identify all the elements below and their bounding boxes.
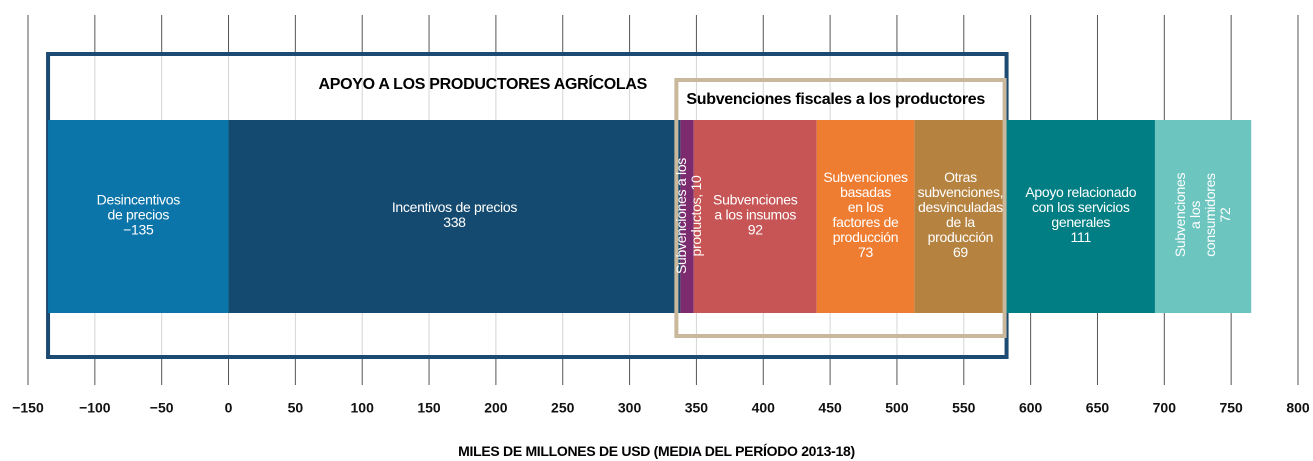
- x-tick-label: 700: [1153, 400, 1177, 416]
- bar-label: Subvenciones a los productos, 10: [673, 158, 705, 274]
- x-tick-label: 450: [818, 400, 842, 416]
- group-title: APOYO A LOS PRODUCTORES AGRÍCOLAS: [318, 76, 648, 93]
- x-tick-label: 0: [225, 400, 233, 416]
- category-label: Otras subvenciones, desvinculadas de la …: [917, 169, 1004, 245]
- x-tick-label: 250: [551, 400, 575, 416]
- x-tick-label: 500: [885, 400, 909, 416]
- category-label: Apoyo relacionado con los servicios gene…: [1025, 184, 1137, 230]
- x-tick-label: 750: [1219, 400, 1243, 416]
- x-tick-label: −150: [12, 400, 44, 416]
- bar-label: Subvenciones basadas en los factores de …: [823, 169, 908, 260]
- bar: [48, 120, 229, 313]
- x-axis-label: MILES DE MILLONES DE USD (MEDIA DEL PERÍ…: [458, 443, 855, 459]
- x-tick-label: 350: [685, 400, 709, 416]
- bar: [228, 120, 681, 313]
- bar: [1154, 120, 1252, 313]
- x-tick-label: 200: [484, 400, 508, 416]
- category-label: Subvenciones a los consumidores: [1172, 172, 1219, 258]
- bar-label: Subvenciones a los consumidores 72: [1172, 160, 1234, 270]
- x-tick-label: 100: [351, 400, 375, 416]
- x-tick-label: 150: [417, 400, 441, 416]
- category-label: Incentivos de precios: [391, 199, 518, 215]
- x-tick-label: −100: [79, 400, 111, 416]
- category-label: Subvenciones a los insumos: [713, 191, 798, 223]
- x-tick-label: 650: [1086, 400, 1110, 416]
- x-tick-label: 800: [1286, 400, 1310, 416]
- bar: [914, 120, 1007, 313]
- x-tick-label: 550: [952, 400, 976, 416]
- bar: [693, 120, 817, 313]
- bar-label: Apoyo relacionado con los servicios gene…: [1025, 185, 1136, 245]
- bar: [680, 120, 694, 313]
- bar-label: Desincentivos de precios −135: [96, 191, 181, 238]
- value-label: 72: [1217, 207, 1234, 223]
- subgroup-box: [674, 78, 1007, 338]
- value-label: 69: [952, 244, 968, 260]
- value-label: −135: [123, 221, 154, 238]
- bar-label: Otras subvenciones, desvinculadas de la …: [918, 170, 1004, 260]
- bar: [816, 120, 915, 313]
- bar: [1006, 120, 1155, 313]
- bar-label: Subvenciones a los insumos 92: [713, 191, 798, 238]
- value-label: 10: [688, 175, 705, 191]
- subgroup-title: Subvenciones fiscales a los productores: [686, 91, 986, 108]
- value-label: 338: [443, 214, 466, 230]
- x-tick-label: 400: [752, 400, 776, 416]
- value-label: 73: [858, 244, 874, 260]
- x-tick-label: 600: [1019, 400, 1043, 416]
- bar-label: Incentivos de precios 338: [391, 199, 518, 230]
- x-tick-label: 300: [618, 400, 642, 416]
- category-label: Desincentivos de precios: [96, 191, 181, 223]
- category-label: Subvenciones basadas en los factores de …: [823, 169, 908, 245]
- x-tick-label: −50: [150, 400, 174, 416]
- value-label: 92: [747, 221, 763, 238]
- x-tick-label: 50: [288, 400, 304, 416]
- value-label: 111: [1070, 229, 1092, 245]
